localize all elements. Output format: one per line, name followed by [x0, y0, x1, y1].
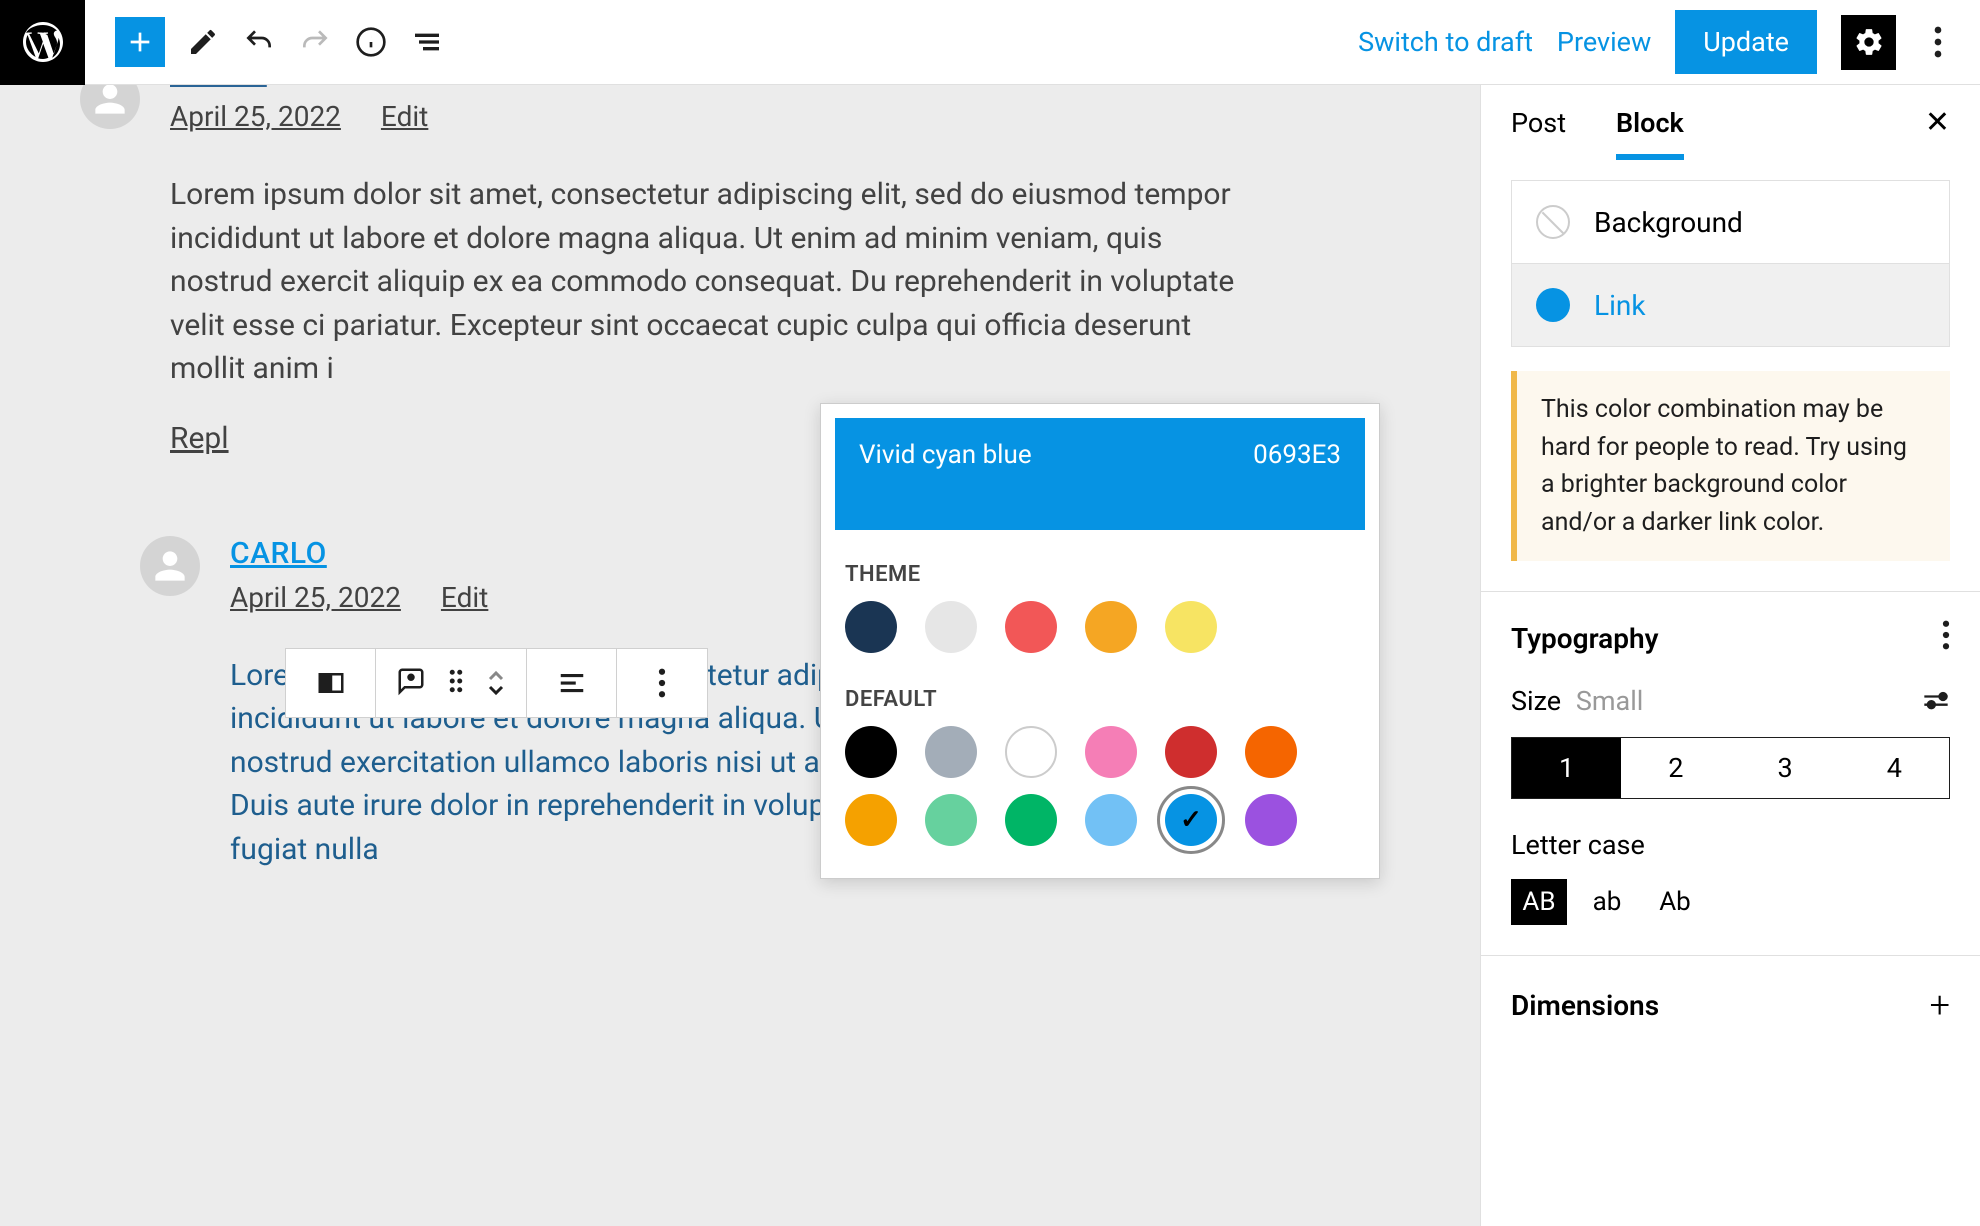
- color-swatch[interactable]: [845, 726, 897, 778]
- size-segment[interactable]: 4: [1840, 738, 1949, 798]
- avatar: [140, 536, 200, 596]
- block-toolbar: [285, 648, 708, 718]
- comment-edit-link[interactable]: Edit: [381, 100, 428, 133]
- topbar-left: [85, 17, 445, 67]
- comment-author-link[interactable]: CARLO: [230, 536, 327, 571]
- color-swatch[interactable]: [1245, 726, 1297, 778]
- add-block-button[interactable]: [115, 17, 165, 67]
- size-segment[interactable]: 3: [1731, 738, 1840, 798]
- list-view-button[interactable]: [409, 24, 445, 60]
- size-segment[interactable]: 1: [1512, 738, 1621, 798]
- typography-section-header: Typography: [1481, 592, 1980, 685]
- background-swatch: [1536, 205, 1570, 239]
- update-button[interactable]: Update: [1675, 10, 1817, 74]
- color-swatch[interactable]: [1005, 794, 1057, 846]
- color-swatch[interactable]: [1165, 601, 1217, 653]
- lettercase-option[interactable]: ab: [1579, 879, 1635, 925]
- top-toolbar: Switch to draft Preview Update: [0, 0, 1980, 85]
- size-row: Size Small: [1481, 685, 1980, 737]
- drag-handle-icon[interactable]: [446, 666, 466, 700]
- theme-swatches: [821, 601, 1379, 669]
- comment-author-link[interactable]: CARLO: [170, 85, 267, 90]
- lettercase-label: Letter case: [1511, 829, 1950, 861]
- color-hex: 0693E3: [1253, 440, 1341, 470]
- preview-button[interactable]: Preview: [1557, 26, 1651, 58]
- block-type-button[interactable]: [286, 649, 376, 717]
- lettercase-option[interactable]: Ab: [1647, 879, 1703, 925]
- comment-date-link[interactable]: April 25, 2022: [170, 100, 341, 133]
- main: CARLO April 25, 2022 Edit Lorem ipsum do…: [0, 85, 1980, 1226]
- settings-sidebar: Post Block ✕ Background Link This color …: [1480, 85, 1980, 1226]
- options-button[interactable]: [1920, 15, 1956, 70]
- size-segment[interactable]: 2: [1621, 738, 1730, 798]
- more-options-button[interactable]: [617, 649, 707, 717]
- size-segments: 1234: [1511, 737, 1950, 799]
- comment-block-icon[interactable]: [396, 666, 426, 700]
- color-swatch[interactable]: [845, 601, 897, 653]
- default-swatches-row2: [821, 794, 1379, 862]
- switch-to-draft-button[interactable]: Switch to draft: [1358, 26, 1533, 58]
- move-arrows-icon[interactable]: [486, 670, 506, 696]
- undo-button[interactable]: [241, 24, 277, 60]
- color-swatch[interactable]: [1085, 726, 1137, 778]
- link-swatch: [1536, 288, 1570, 322]
- typography-options-icon[interactable]: [1942, 620, 1950, 657]
- contrast-warning: This color combination may be hard for p…: [1511, 371, 1950, 561]
- comment-reply-link[interactable]: Repl: [170, 421, 229, 456]
- size-custom-icon[interactable]: [1922, 685, 1950, 717]
- color-swatch[interactable]: [1005, 726, 1057, 778]
- typography-title: Typography: [1511, 622, 1659, 655]
- color-swatch[interactable]: [925, 601, 977, 653]
- size-label: Size: [1511, 685, 1561, 717]
- background-color-row[interactable]: Background: [1512, 181, 1949, 264]
- color-settings: Background Link: [1511, 180, 1950, 347]
- color-picker-popover: Vivid cyan blue 0693E3 THEME DEFAULT: [820, 403, 1380, 879]
- plus-icon: +: [1930, 984, 1950, 1026]
- comment: CARLO April 25, 2022 Edit Lorem ipsum do…: [80, 85, 1400, 456]
- close-sidebar-button[interactable]: ✕: [1925, 105, 1950, 140]
- settings-button[interactable]: [1841, 15, 1896, 70]
- theme-palette-label: THEME: [821, 544, 1379, 601]
- dimensions-section-header[interactable]: Dimensions +: [1481, 956, 1980, 1054]
- align-button[interactable]: [527, 649, 617, 717]
- comment-edit-link[interactable]: Edit: [441, 581, 488, 614]
- comment-body: CARLO April 25, 2022 Edit Lorem ipsum do…: [170, 85, 1400, 456]
- comment-meta: April 25, 2022 Edit: [170, 100, 1400, 133]
- color-swatch[interactable]: [925, 794, 977, 846]
- color-swatch[interactable]: [845, 794, 897, 846]
- lettercase-option[interactable]: AB: [1511, 879, 1567, 925]
- comment-text: Lorem ipsum dolor sit amet, consectetur …: [170, 173, 1250, 391]
- size-value: Small: [1576, 685, 1644, 717]
- block-group: [376, 649, 527, 717]
- sidebar-tabs: Post Block ✕: [1481, 85, 1980, 160]
- color-swatch[interactable]: [1085, 601, 1137, 653]
- wordpress-logo[interactable]: [0, 0, 85, 85]
- info-button[interactable]: [353, 24, 389, 60]
- color-swatch[interactable]: [925, 726, 977, 778]
- dimensions-title: Dimensions: [1511, 989, 1659, 1022]
- avatar: [80, 85, 140, 129]
- link-label: Link: [1594, 289, 1646, 322]
- topbar-right: Switch to draft Preview Update: [1358, 10, 1980, 74]
- tab-post[interactable]: Post: [1511, 85, 1566, 160]
- lettercase-section: Letter case AB ab Ab: [1481, 829, 1980, 955]
- color-swatch[interactable]: [1165, 726, 1217, 778]
- tab-block[interactable]: Block: [1616, 85, 1684, 160]
- color-swatch[interactable]: [1165, 794, 1217, 846]
- color-swatch[interactable]: [1085, 794, 1137, 846]
- color-swatch[interactable]: [1005, 601, 1057, 653]
- default-swatches-row1: [821, 726, 1379, 794]
- color-name: Vivid cyan blue: [859, 440, 1032, 470]
- color-swatch[interactable]: [1245, 794, 1297, 846]
- lettercase-options: AB ab Ab: [1511, 879, 1950, 925]
- redo-button[interactable]: [297, 24, 333, 60]
- default-palette-label: DEFAULT: [821, 669, 1379, 726]
- comment-date-link[interactable]: April 25, 2022: [230, 581, 401, 614]
- edit-mode-button[interactable]: [185, 24, 221, 60]
- color-header: Vivid cyan blue 0693E3: [835, 418, 1365, 530]
- background-label: Background: [1594, 206, 1743, 239]
- link-color-row[interactable]: Link: [1512, 264, 1949, 346]
- editor-area: CARLO April 25, 2022 Edit Lorem ipsum do…: [0, 85, 1480, 1226]
